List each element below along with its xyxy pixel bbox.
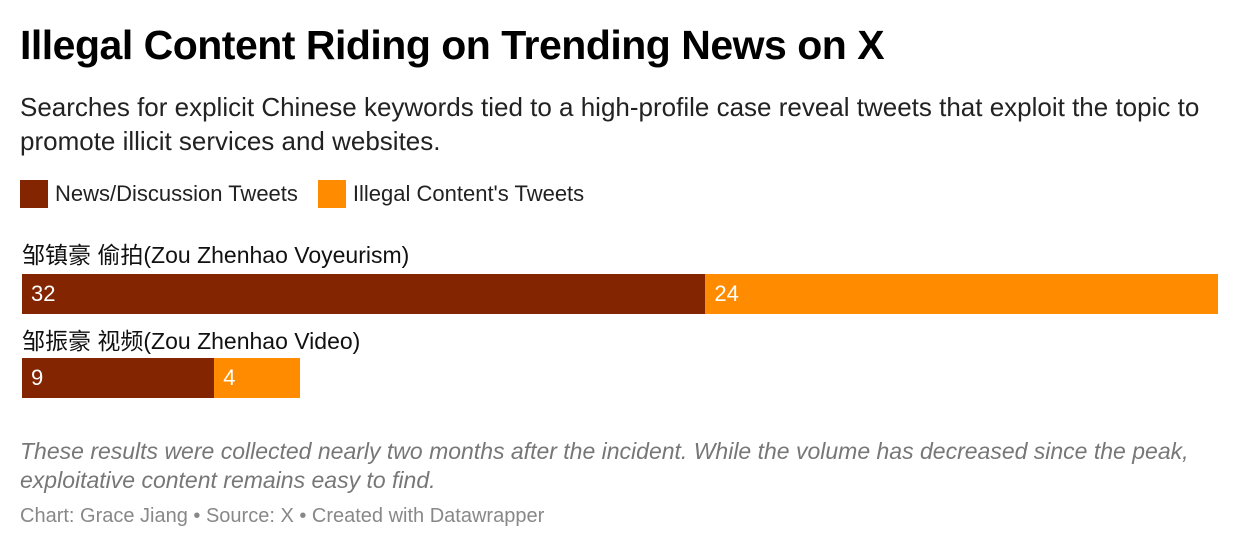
legend: News/Discussion Tweets Illegal Content's… xyxy=(20,180,604,208)
row-label-video: 邹振豪 视频(Zou Zhenhao Video) xyxy=(22,328,361,354)
legend-swatch-illegal xyxy=(317,180,346,208)
bar-row-voyeurism: 32 24 xyxy=(22,274,1218,314)
bar-news-1: 9 xyxy=(22,358,215,398)
chart-title: Illegal Content Riding on Trending News … xyxy=(20,22,885,68)
bar-news-0: 32 xyxy=(22,274,706,314)
chart-byline: Chart: Grace Jiang • Source: X • Created… xyxy=(20,505,545,527)
legend-swatch-news xyxy=(20,180,48,208)
bar-value-label: 4 xyxy=(223,365,236,390)
legend-item-illegal: Illegal Content's Tweets xyxy=(317,180,585,208)
legend-item-news: News/Discussion Tweets xyxy=(20,180,298,208)
bar-illegal-1: 4 xyxy=(214,358,300,398)
legend-label-illegal: Illegal Content's Tweets xyxy=(352,181,585,206)
legend-label-news: News/Discussion Tweets xyxy=(55,181,298,206)
bar-value-label: 9 xyxy=(31,365,44,390)
row-label-voyeurism: 邹镇豪 偷拍(Zou Zhenhao Voyeurism) xyxy=(22,242,410,268)
bar-value-label: 32 xyxy=(31,281,56,306)
bar-illegal-0: 24 xyxy=(705,274,1218,314)
bar-value-label: 24 xyxy=(714,281,739,306)
chart-subtitle: Searches for explicit Chinese keywords t… xyxy=(20,92,1200,156)
chart-notes: These results were collected nearly two … xyxy=(20,438,1189,493)
